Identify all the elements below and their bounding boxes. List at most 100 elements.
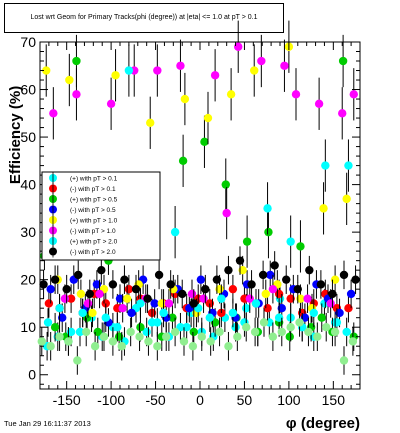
data-point — [196, 275, 206, 284]
data-point — [83, 299, 93, 308]
data-point — [146, 118, 155, 128]
data-point — [75, 327, 85, 337]
data-point — [257, 56, 266, 66]
data-point — [328, 289, 337, 299]
x-tick-label: 100 — [277, 392, 301, 408]
data-point — [179, 337, 189, 346]
data-point — [93, 327, 102, 337]
data-point — [304, 327, 313, 337]
data-point — [338, 109, 347, 118]
data-point — [201, 284, 210, 294]
data-point — [212, 275, 222, 284]
data-point — [44, 299, 54, 308]
data-point — [266, 270, 275, 280]
y-tick-label: 50 — [20, 129, 36, 145]
x-tick-label: -100 — [97, 392, 125, 408]
data-point — [131, 284, 141, 294]
x-tick-label: 150 — [322, 392, 346, 408]
data-point — [135, 332, 144, 341]
data-point — [224, 342, 233, 351]
data-point — [296, 242, 305, 251]
data-point — [199, 294, 208, 303]
data-point — [117, 342, 126, 351]
data-point — [153, 342, 162, 351]
axes: -150 -100 -50 0 50 100 150 0 10 20 30 40 50 60 70 — [20, 34, 360, 408]
y-tick-label: 10 — [20, 319, 36, 335]
data-point — [238, 265, 247, 275]
data-point — [187, 289, 197, 299]
data-point — [90, 342, 100, 351]
data-point — [170, 327, 180, 337]
data-point — [349, 90, 358, 99]
legend-label: (+) with pT > 0.5 — [70, 197, 118, 204]
data-point — [97, 265, 106, 275]
data-point — [92, 280, 102, 289]
data-point — [127, 308, 136, 318]
chart-title: Lost wrt Geom for Primary Tracks(phi (de… — [30, 14, 258, 21]
data-point — [210, 71, 220, 80]
data-point — [49, 109, 58, 118]
data-point — [60, 294, 70, 303]
data-point — [258, 270, 268, 280]
series-8 — [37, 308, 358, 375]
data-point — [136, 323, 145, 332]
data-point — [50, 323, 60, 332]
data-point — [322, 323, 331, 332]
data-point — [277, 327, 286, 337]
data-point — [203, 113, 213, 123]
data-point — [55, 303, 64, 313]
y-tick-label: 0 — [28, 367, 36, 383]
data-point — [106, 99, 116, 108]
data-point — [321, 161, 330, 170]
data-point — [286, 237, 295, 246]
data-point — [344, 161, 353, 170]
data-point — [180, 94, 190, 104]
data-point — [286, 323, 295, 332]
data-point — [282, 275, 291, 284]
data-point — [178, 289, 187, 299]
data-point — [332, 318, 342, 327]
data-point — [277, 303, 286, 313]
data-point — [88, 308, 97, 318]
data-point — [166, 280, 175, 289]
data-point — [122, 294, 132, 303]
data-point — [259, 318, 269, 327]
data-point — [344, 303, 353, 313]
data-point — [164, 299, 174, 308]
data-point — [65, 75, 74, 85]
data-point — [73, 356, 82, 365]
data-point — [37, 337, 46, 346]
data-point — [348, 337, 358, 346]
data-point — [263, 204, 272, 213]
data-point — [326, 299, 335, 308]
data-point — [74, 270, 83, 280]
data-point — [85, 289, 94, 299]
data-point — [217, 294, 226, 303]
data-point — [108, 337, 118, 346]
data-point — [78, 308, 87, 318]
data-point — [66, 327, 76, 337]
y-tick-label: 20 — [20, 272, 36, 288]
data-point — [342, 194, 351, 204]
legend: (+) with pT > 0.1 (-) with pT > 0.1 (+) wi… — [41, 171, 161, 261]
data-point — [335, 308, 344, 318]
data-point — [162, 332, 171, 341]
x-tick-label: -50 — [145, 392, 165, 408]
data-point — [189, 299, 198, 308]
x-tick-label: 0 — [196, 392, 204, 408]
data-point — [115, 294, 125, 303]
data-point — [330, 275, 340, 284]
legend-label: (+) with pT > 0.1 — [70, 176, 118, 183]
data-point — [221, 180, 230, 189]
data-point — [242, 303, 251, 313]
data-points — [37, 20, 360, 375]
data-point — [285, 332, 294, 341]
data-point — [342, 327, 351, 337]
data-point — [46, 284, 55, 294]
data-point — [120, 275, 129, 284]
data-point — [234, 42, 243, 51]
data-point — [108, 280, 118, 289]
data-point — [111, 71, 120, 80]
data-point — [222, 208, 231, 218]
